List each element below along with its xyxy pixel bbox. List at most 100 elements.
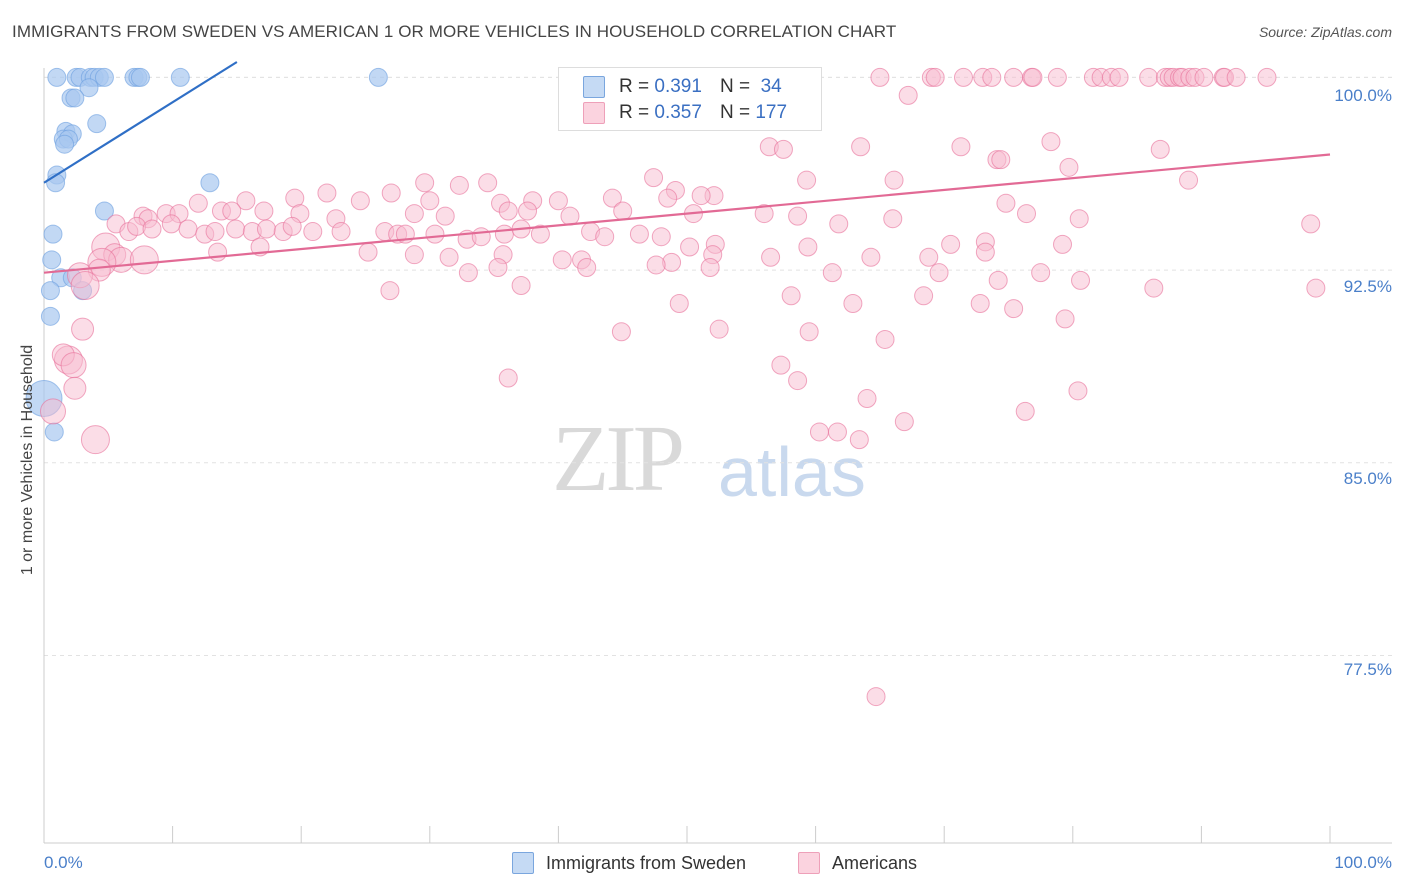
americans-point [303, 222, 323, 242]
americans-point [494, 224, 514, 244]
trend-lines [43, 61, 1331, 274]
americans-point [161, 214, 181, 234]
americans-point [1150, 139, 1170, 159]
chart-title: IMMIGRANTS FROM SWEDEN VS AMERICAN 1 OR … [12, 22, 897, 41]
americans-point [861, 247, 881, 267]
americans-point [875, 329, 895, 349]
americans-point [1109, 67, 1129, 87]
americans-point [1306, 278, 1326, 298]
americans-point [788, 371, 808, 391]
americans-point [991, 150, 1011, 170]
sweden-trend-line [43, 61, 238, 184]
americans-point [208, 242, 228, 262]
americans-point [629, 224, 649, 244]
americans-point [254, 201, 274, 221]
y-tick-100: 100.0% [1334, 86, 1392, 105]
sweden-point [200, 173, 220, 193]
americans-point [883, 209, 903, 229]
americans-point [851, 137, 871, 157]
americans-point [988, 270, 1008, 290]
sweden-point [40, 306, 60, 326]
americans-point [530, 224, 550, 244]
americans-point [1059, 157, 1079, 177]
sweden-point [44, 422, 64, 442]
americans-point [602, 188, 622, 208]
americans-point [70, 271, 100, 301]
americans-point [1031, 263, 1051, 283]
americans-point [1053, 234, 1073, 254]
americans-point [63, 376, 87, 400]
americans-point [498, 368, 518, 388]
americans-point [870, 67, 890, 87]
americans-point [552, 250, 572, 270]
y-tick-77-5: 77.5% [1343, 660, 1392, 679]
americans-point [498, 201, 518, 221]
americans-point [843, 293, 863, 313]
americans-point [415, 173, 435, 193]
grid-lines [44, 76, 1392, 656]
americans-point [40, 398, 67, 425]
americans-point [799, 322, 819, 342]
americans-point [205, 222, 225, 242]
americans-point [471, 227, 491, 247]
americans-point [1004, 299, 1024, 319]
americans-point [458, 263, 478, 283]
watermark-atlas: atlas [718, 433, 866, 511]
americans-point [256, 219, 276, 239]
americans-point [404, 245, 424, 265]
americans-point [317, 183, 337, 203]
americans-point [781, 286, 801, 306]
americans-point [1071, 270, 1091, 290]
sweden-point [65, 88, 85, 108]
americans-point [560, 206, 580, 226]
bottom-legend-americans: Americans [798, 852, 917, 874]
americans-point [435, 206, 455, 226]
americans-trend-line [43, 153, 1331, 274]
americans-point [1017, 204, 1037, 224]
axes [43, 68, 1392, 844]
legend-n-label: N = [719, 76, 751, 97]
americans-point [1226, 67, 1246, 87]
americans-point [857, 389, 877, 409]
americans-point [439, 247, 459, 267]
americans-point [1257, 67, 1277, 87]
americans-point [478, 173, 498, 193]
sweden-point [130, 67, 150, 87]
legend-r-label: R = [619, 76, 650, 97]
bottom-legend-swatch-americans [798, 852, 820, 874]
americans-point [754, 204, 774, 224]
americans-point [691, 186, 711, 206]
americans-point [613, 201, 633, 221]
americans-point [1069, 209, 1089, 229]
sweden-point [94, 67, 114, 87]
sweden-point [43, 224, 63, 244]
legend-swatch-sweden [583, 76, 605, 98]
x-tick-max: 100.0% [1334, 853, 1392, 872]
americans-point [1004, 67, 1024, 87]
americans-point [449, 175, 469, 195]
americans-point [1055, 309, 1075, 329]
bottom-legend-label-americans: Americans [832, 852, 918, 873]
americans-point [996, 193, 1016, 213]
americans-point [71, 317, 95, 341]
y-axis-label: 1 or more Vehicles in Household [19, 344, 36, 576]
americans-point [894, 412, 914, 432]
sweden-point [42, 250, 62, 270]
americans-point [898, 85, 918, 105]
americans-point [822, 263, 842, 283]
americans-point [518, 201, 538, 221]
americans-point [797, 170, 817, 190]
americans-point [595, 227, 615, 247]
legend-r-value: 0.391 [654, 76, 702, 97]
y-tick-85: 85.0% [1343, 469, 1392, 488]
watermark-zip: ZIP [552, 407, 685, 511]
americans-point [1179, 170, 1199, 190]
legend-n-value: 177 [755, 102, 788, 123]
sweden-point [40, 281, 60, 301]
americans-point [788, 206, 808, 226]
americans-point [941, 234, 961, 254]
sweden-point [94, 201, 114, 221]
americans-point [350, 191, 370, 211]
correlation-legend: R = 0.391 N = 34 R = 0.357 N = 177 [558, 67, 822, 131]
